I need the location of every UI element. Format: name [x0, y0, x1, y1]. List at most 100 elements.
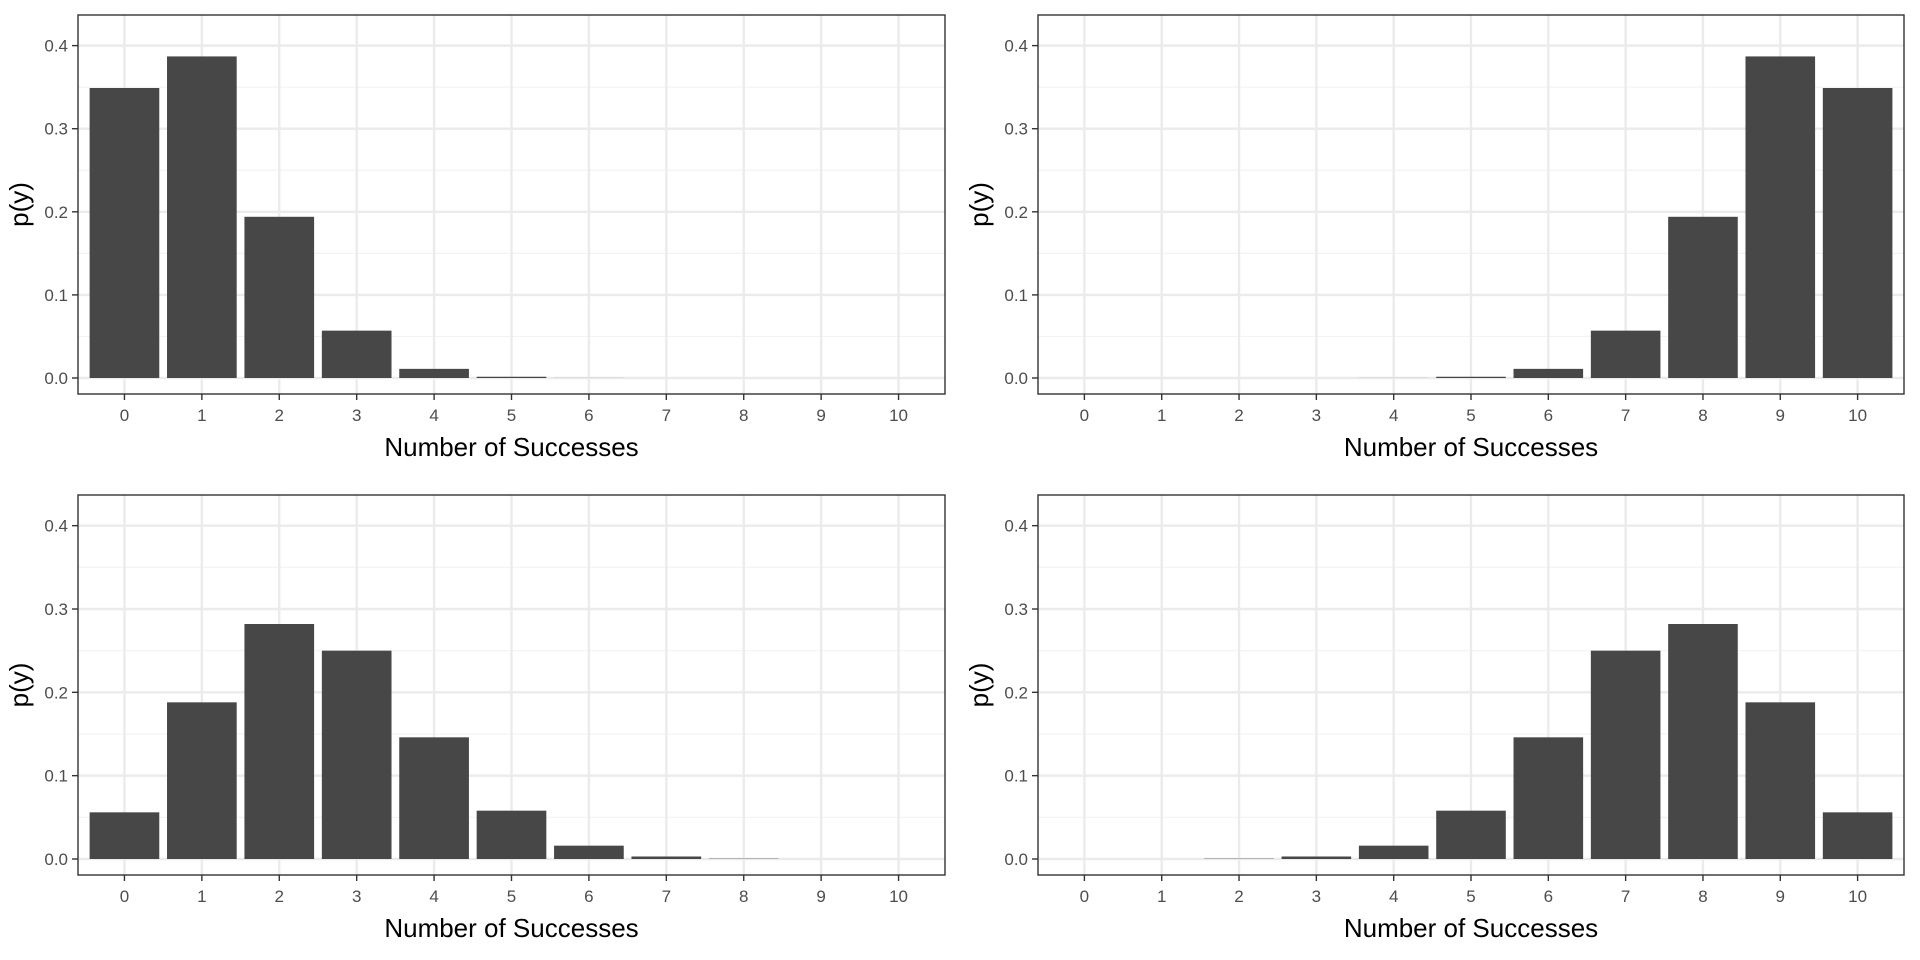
panel-top-right-xtick-label: 0: [1080, 406, 1089, 425]
panel-top-left-xtick-label: 0: [120, 406, 129, 425]
panel-top-right-xtick-label: 1: [1157, 406, 1166, 425]
panel-top-left-xtick-label: 9: [816, 406, 825, 425]
panel-top-left-bar-0: [89, 87, 160, 378]
panel-top-right: 0.0 0.1 0.2 0.3 0.4 0 1 2 3 4 5 6 7 8 9 10 Number of Suc…: [964, 14, 1905, 462]
panel-top-left-bar-3: [321, 330, 392, 378]
panel-top-right-bar-9: [1745, 56, 1816, 379]
panel-bottom-right-ytick-label: 0.0: [1004, 850, 1028, 869]
panel-bottom-right-bar-3: [1281, 856, 1352, 859]
panel-bottom-left-bar-1: [167, 702, 237, 859]
panel-bottom-right-bar-8: [1668, 624, 1738, 859]
panel-top-right-ytick-label: 0.1: [1004, 286, 1028, 305]
panel-bottom-right-bar-9: [1745, 702, 1816, 859]
panel-bottom-left-bar-4: [399, 737, 469, 859]
panel-bottom-left-ytick-label: 0.2: [44, 683, 68, 702]
panel-top-right-ytick-label: 0.4: [1004, 37, 1028, 56]
panel-top-right-ytick-label: 0.2: [1004, 203, 1028, 222]
panel-bottom-right-bar-7: [1590, 650, 1661, 859]
panel-bottom-right-xtick-label: 5: [1466, 887, 1475, 906]
panel-bottom-left-xtick-label: 6: [584, 887, 593, 906]
panel-top-left-ylabel: p(y): [4, 182, 34, 227]
panel-top-left-ytick-label: 0.2: [44, 203, 68, 222]
panel-bottom-right-bar-10: [1822, 812, 1893, 859]
panel-bottom-left-ylabel: p(y): [4, 663, 34, 708]
panel-bottom-left-xtick-label: 1: [197, 887, 206, 906]
panel-bottom-left-ytick-label: 0.4: [44, 517, 68, 536]
panel-bottom-left-xtick-label: 10: [889, 887, 908, 906]
panel-top-left: 0.0 0.1 0.2 0.3 0.4 0 1 2 3 4 5 6 7 8 9 10 Number of Suc…: [4, 14, 946, 462]
panel-top-left-ytick-label: 0.4: [44, 37, 68, 56]
panel-top-right-xtick-label: 4: [1389, 406, 1398, 425]
panel-bottom-right-xtick-label: 9: [1776, 887, 1785, 906]
panel-bottom-left-bar-3: [321, 650, 392, 859]
panel-top-right-xtick-label: 6: [1544, 406, 1553, 425]
panel-bottom-right-xlabel: Number of Successes: [1344, 913, 1598, 943]
panel-bottom-left-bar-0: [89, 812, 160, 859]
panel-top-left-bar-4: [399, 368, 469, 378]
panel-bottom-right-xtick-label: 2: [1234, 887, 1243, 906]
panel-bottom-left-xlabel: Number of Successes: [384, 913, 638, 943]
panel-top-right-ytick-label: 0.3: [1004, 120, 1028, 139]
panel-bottom-left-xtick-label: 5: [507, 887, 516, 906]
panel-bottom-right-xtick-label: 1: [1157, 887, 1166, 906]
panel-bottom-left-bar-7: [631, 856, 702, 859]
panel-bottom-right-ylabel: p(y): [964, 663, 994, 708]
panel-bottom-right-ytick-label: 0.2: [1004, 683, 1028, 702]
panel-bottom-right-bar-5: [1436, 810, 1506, 859]
panel-bottom-left-xtick-label: 3: [352, 887, 361, 906]
panel-top-left-ytick-label: 0.0: [44, 369, 68, 388]
panel-bottom-right-ytick-label: 0.4: [1004, 517, 1028, 536]
panel-bottom-right-xtick-label: 6: [1544, 887, 1553, 906]
panel-bottom-right: 0.0 0.1 0.2 0.3 0.4 0 1 2 3 4 5 6 7 8 9 10 Number of Suc…: [964, 494, 1905, 943]
panel-bottom-left-bar-2: [244, 624, 315, 859]
panel-top-left-xtick-label: 1: [197, 406, 206, 425]
panel-top-left-xtick-label: 10: [889, 406, 908, 425]
panel-top-left-xtick-label: 7: [662, 406, 671, 425]
panel-bottom-right-xtick-label: 4: [1389, 887, 1398, 906]
panel-bottom-right-xtick-label: 10: [1848, 887, 1867, 906]
panel-top-left-xtick-label: 2: [275, 406, 284, 425]
panel-top-right-bar-6: [1513, 368, 1584, 378]
panel-bottom-right-ytick-label: 0.1: [1004, 767, 1028, 786]
panel-top-right-bar-8: [1668, 216, 1738, 378]
panel-top-left-ytick-label: 0.1: [44, 286, 68, 305]
panel-top-right-xtick-label: 5: [1466, 406, 1475, 425]
panel-bottom-left-xtick-label: 4: [429, 887, 438, 906]
panel-bottom-left: 0.0 0.1 0.2 0.3 0.4 0 1 2 3 4 5 6 7 8 9 10 Number of Suc…: [4, 494, 946, 943]
panel-top-right-bar-5: [1436, 376, 1506, 378]
panel-top-left-ytick-label: 0.3: [44, 120, 68, 139]
panel-bottom-left-xtick-label: 9: [816, 887, 825, 906]
panel-bottom-right-xtick-label: 8: [1698, 887, 1707, 906]
panel-top-left-bar-1: [167, 56, 237, 379]
panel-top-left-xtick-label: 8: [739, 406, 748, 425]
panel-top-right-ylabel: p(y): [964, 182, 994, 227]
panel-top-right-bar-7: [1590, 330, 1661, 378]
panel-top-right-ytick-label: 0.0: [1004, 369, 1028, 388]
panel-top-right-xtick-label: 9: [1776, 406, 1785, 425]
panel-top-left-xtick-label: 4: [429, 406, 438, 425]
panel-top-left-xtick-label: 3: [352, 406, 361, 425]
panel-top-left-xtick-label: 5: [507, 406, 516, 425]
panel-bottom-left-ytick-label: 0.0: [44, 850, 68, 869]
panel-top-left-xtick-label: 6: [584, 406, 593, 425]
panel-bottom-left-xtick-label: 7: [662, 887, 671, 906]
panel-bottom-right-bar-6: [1513, 737, 1584, 859]
panel-bottom-left-bar-5: [476, 810, 547, 859]
panel-top-left-bar-5: [476, 376, 547, 378]
panel-bottom-right-ytick-label: 0.3: [1004, 600, 1028, 619]
panel-bottom-right-xtick-label: 7: [1621, 887, 1630, 906]
panel-top-right-xtick-label: 8: [1698, 406, 1707, 425]
panel-bottom-right-xtick-label: 3: [1312, 887, 1321, 906]
panel-top-right-xlabel: Number of Successes: [1344, 432, 1598, 462]
panel-bottom-left-xtick-label: 8: [739, 887, 748, 906]
panel-bottom-left-xtick-label: 0: [120, 887, 129, 906]
panel-top-right-xtick-label: 7: [1621, 406, 1630, 425]
panel-bottom-right-xtick-label: 0: [1080, 887, 1089, 906]
panel-top-left-bar-2: [244, 216, 315, 378]
panel-bottom-left-ytick-label: 0.1: [44, 767, 68, 786]
panel-bottom-left-ytick-label: 0.3: [44, 600, 68, 619]
panel-bottom-left-bar-6: [554, 845, 624, 859]
panel-bottom-left-xtick-label: 2: [275, 887, 284, 906]
panel-top-right-xtick-label: 10: [1848, 406, 1867, 425]
